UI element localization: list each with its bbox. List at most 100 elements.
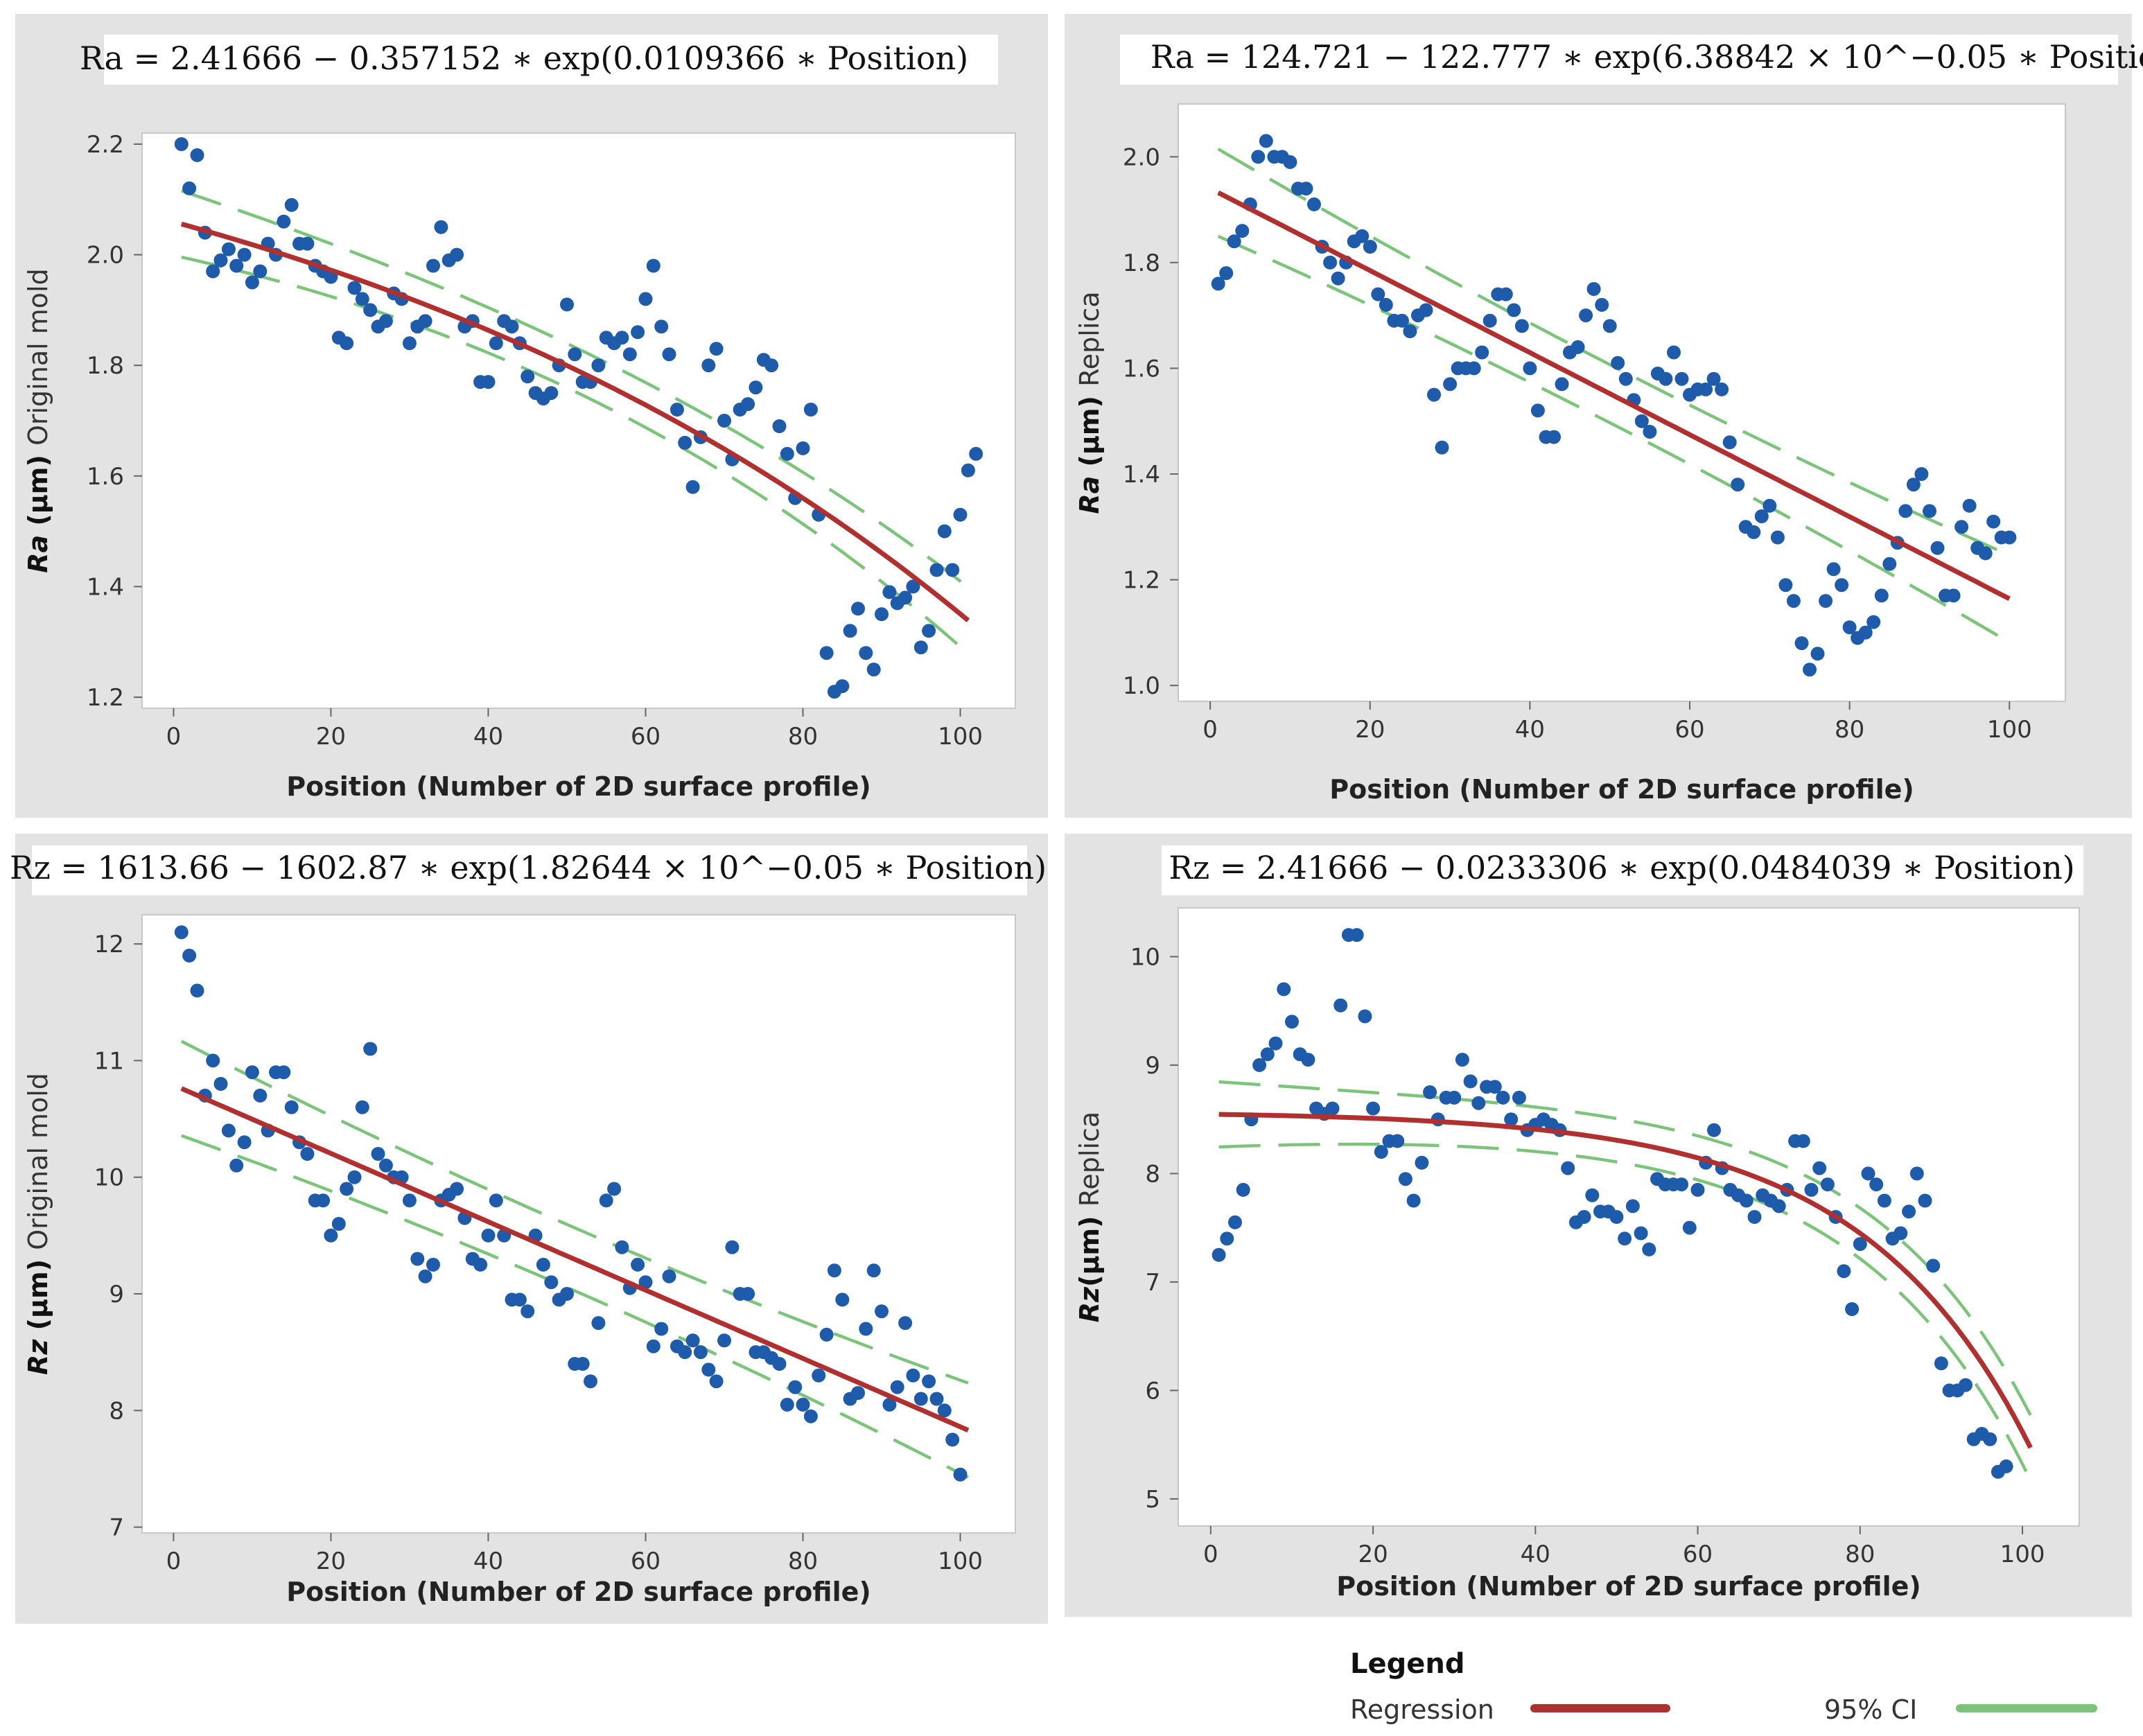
data-point [1363,240,1377,254]
data-point [1228,1215,1242,1229]
data-point [717,1333,731,1348]
data-point [1674,1177,1689,1192]
data-point [646,1339,661,1353]
x-tick-label: 20 [1355,716,1385,744]
data-point [1861,1166,1875,1181]
data-point [1634,414,1649,428]
data-point [678,1345,692,1360]
data-point [1366,1101,1381,1116]
data-point [505,319,519,334]
chart-panels: Ra = 2.41666 − 0.357152 ∗ exp(0.0109366 … [10,14,2143,1624]
data-point [1770,530,1785,545]
y-tick-label: 1.6 [87,463,124,491]
data-point [1398,1172,1412,1186]
data-point [749,380,763,395]
data-point [237,247,252,262]
data-point [450,247,464,262]
data-point [882,585,897,599]
data-point [1869,1177,1884,1192]
data-point [426,258,440,273]
data-point [213,253,228,268]
chart-title: Ra = 124.721 − 122.777 ∗ exp(6.38842 × 1… [1151,38,2143,76]
data-point [906,1368,920,1383]
data-point [1754,509,1769,523]
data-point [685,480,700,494]
y-tick-label: 9 [109,1281,124,1308]
x-axis-label: Position (Number of 2D surface profile) [286,771,871,802]
y-tick-label: 2.0 [1123,143,1160,171]
y-tick-label: 1.8 [87,352,124,380]
chart-title: Rz = 1613.66 − 1602.87 ∗ exp(1.82644 × 1… [10,849,1047,886]
data-point [1690,1182,1705,1197]
data-point [701,358,716,373]
data-point [1571,340,1585,354]
data-point [1259,134,1273,148]
data-point [1772,1199,1786,1213]
data-point [961,463,975,477]
data-point [678,435,692,450]
data-point [331,1217,346,1231]
data-point [378,314,393,328]
data-point [1812,1161,1827,1175]
data-point [544,386,559,401]
data-point [1555,377,1569,392]
data-point [913,1392,928,1406]
data-point [1954,520,1969,534]
ci-upper-line [180,1040,969,1385]
data-point [851,1386,865,1400]
data-point [1978,546,1993,561]
x-tick-label: 100 [938,1548,983,1575]
data-point [945,563,960,577]
data-point [1959,1378,1973,1392]
y-tick-label: 10 [94,1164,124,1192]
data-point [316,1193,331,1208]
data-point [1561,1161,1575,1175]
data-point [489,1193,503,1208]
data-point [1212,1247,1226,1262]
x-tick-label: 60 [1683,1541,1713,1568]
y-tick-label: 12 [94,931,124,958]
data-point [709,1374,724,1389]
data-point [221,1123,236,1138]
x-tick-label: 100 [938,723,983,751]
data-point [1355,229,1370,243]
data-point [1882,556,1897,571]
data-point [1837,1264,1851,1279]
data-point [1455,1053,1469,1067]
ci-lower-line [1217,234,2011,644]
data-point [851,602,865,616]
x-tick-label: 40 [1521,1541,1550,1568]
y-tick-label: 1.4 [1123,461,1160,489]
data-point [1909,1166,1924,1181]
data-point [1930,541,1945,555]
data-point [1547,430,1561,444]
data-point [277,1065,291,1080]
regression-line [180,221,970,623]
data-point [631,325,645,340]
x-tick-label: 80 [788,723,818,751]
data-point [1530,403,1545,418]
y-axis-label: Rz (μm) Original mold [23,1073,53,1375]
data-point [1447,1090,1462,1105]
data-point [1803,663,1817,677]
y-tick-label: 1.6 [1123,355,1160,383]
data-point [1842,620,1857,635]
data-point [1482,313,1497,328]
data-point [953,507,968,522]
data-point [284,198,299,212]
data-point [1643,425,1657,439]
x-tick-label: 20 [1358,1541,1388,1568]
data-point [1845,1302,1860,1316]
data-point [701,1362,716,1377]
data-point [473,1257,488,1272]
data-point [300,1147,315,1161]
data-point [182,181,197,195]
data-point [693,1345,708,1360]
data-point [229,1158,244,1173]
data-point [1523,361,1537,376]
data-point [1923,504,1936,518]
data-point [363,1042,378,1056]
data-point [1235,224,1250,238]
data-point [622,347,637,362]
y-tick-label: 7 [109,1514,124,1542]
